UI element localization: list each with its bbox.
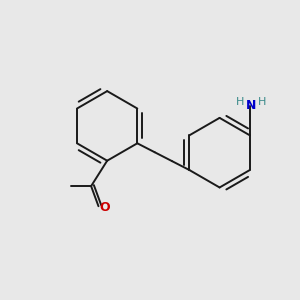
Text: N: N bbox=[246, 99, 256, 112]
Text: O: O bbox=[99, 201, 110, 214]
Text: H: H bbox=[258, 97, 267, 107]
Text: H: H bbox=[236, 97, 244, 107]
